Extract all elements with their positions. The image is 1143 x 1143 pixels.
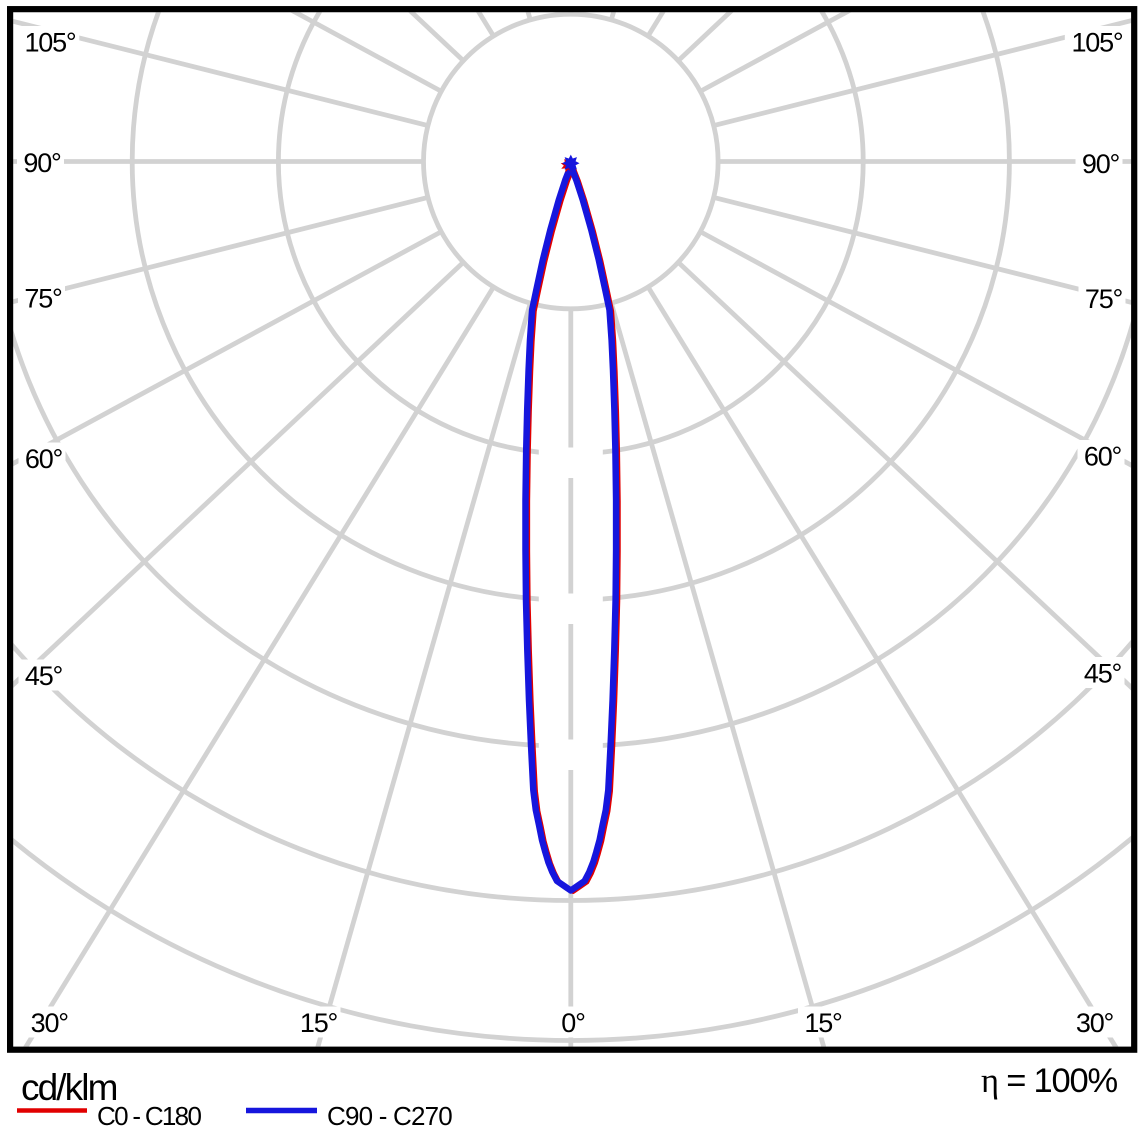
svg-text:30°: 30° <box>1076 1008 1114 1038</box>
svg-text:60°: 60° <box>25 444 63 474</box>
svg-text:0°: 0° <box>561 1008 585 1038</box>
svg-text:90°: 90° <box>23 148 61 178</box>
svg-text:30°: 30° <box>31 1008 69 1038</box>
svg-text:45°: 45° <box>1084 658 1122 688</box>
svg-text:105°: 105° <box>24 27 75 57</box>
svg-text:C0 - C180: C0 - C180 <box>97 1101 201 1131</box>
svg-text:60°: 60° <box>1084 441 1122 471</box>
svg-text:45°: 45° <box>25 661 63 691</box>
svg-text:105°: 105° <box>1071 27 1122 57</box>
svg-text:75°: 75° <box>1085 284 1123 314</box>
svg-text:C90 - C270: C90 - C270 <box>327 1101 452 1131</box>
svg-text:15°: 15° <box>300 1008 338 1038</box>
svg-text:η = 100%: η = 100% <box>981 1062 1118 1100</box>
svg-text:75°: 75° <box>24 283 62 313</box>
svg-text:cd/klm: cd/klm <box>21 1067 117 1108</box>
svg-text:90°: 90° <box>1082 149 1120 179</box>
svg-text:15°: 15° <box>804 1008 842 1038</box>
